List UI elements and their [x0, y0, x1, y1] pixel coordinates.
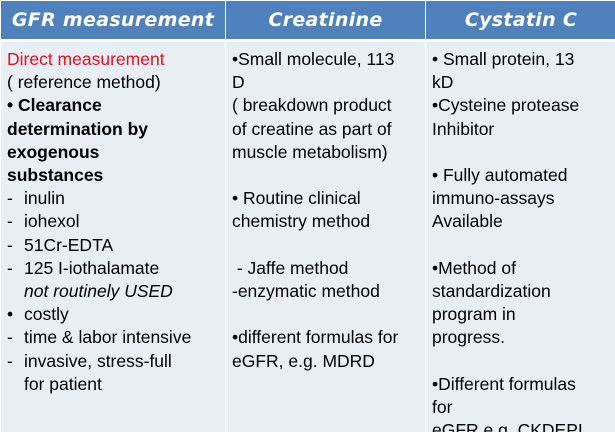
dash-glyph: -: [7, 327, 13, 348]
list-item-text: iohexol: [24, 211, 80, 232]
cystatin-line-8: •Method of: [432, 257, 516, 278]
list-item-for-patient: for patient: [7, 373, 221, 396]
reference-method-text: ( reference method): [7, 72, 161, 93]
creatinine-line-1: •Small molecule, 113: [232, 49, 395, 69]
cystatin-line-13: for: [432, 397, 453, 417]
clearance-heading-line-4: substances: [7, 165, 104, 186]
clearance-heading-text: Clearance: [18, 95, 102, 116]
list-item-iothalamate: -125 I-iothalamate: [7, 257, 221, 280]
bullet-glyph: •: [7, 95, 14, 116]
clearance-heading-line-1: • Clearance: [7, 94, 221, 117]
dash-glyph: •: [7, 304, 14, 325]
list-item-text: 51Cr-EDTA: [24, 234, 114, 255]
header-creatinine: Creatinine: [225, 0, 426, 42]
cystatin-line-1: • Small protein, 13: [432, 49, 575, 69]
clearance-heading-line-2: determination by: [7, 118, 148, 139]
cell-cystatin-c: • Small protein, 13 kD •Cysteine proteas…: [425, 39, 615, 432]
list-item-text: for patient: [24, 373, 102, 394]
spacer: [232, 164, 421, 187]
list-item-51cr-edta: -51Cr-EDTA: [7, 234, 221, 257]
dash-glyph: -: [7, 211, 13, 232]
cell-creatinine: •Small molecule, 113 D ( breakdown produ…: [225, 39, 426, 432]
cystatin-line-7: Available: [432, 211, 503, 232]
header-gfr-measurement: GFR measurement: [0, 0, 226, 42]
creatinine-line-7: chemistry method: [232, 211, 371, 232]
creatinine-line-8: - Jaffe method: [232, 257, 349, 278]
list-item-text: inulin: [24, 188, 65, 209]
dash-glyph: -: [7, 188, 13, 209]
header-row: GFR measurement Creatinine Cystatin C: [0, 0, 615, 42]
cystatin-line-6: immuno-assays: [432, 188, 555, 209]
cystatin-line-10: program in: [432, 304, 516, 325]
list-item-text: time & labor intensive: [24, 327, 192, 348]
list-item-text: costly: [24, 304, 69, 325]
cystatin-line-2: kD: [432, 72, 454, 93]
spacer: [232, 303, 421, 326]
creatinine-line-2: D: [232, 72, 245, 93]
cystatin-line-14: eGFR e.g. CKDEPI: [432, 420, 583, 432]
spacer: [432, 234, 612, 257]
cystatin-line-11: progress.: [432, 327, 505, 348]
cystatin-line-4: Inhibitor: [432, 118, 495, 139]
spacer: [432, 350, 612, 373]
creatinine-line-5: muscle metabolism): [232, 141, 388, 162]
creatinine-line-9: -enzymatic method: [232, 281, 380, 301]
dash-glyph: -: [7, 234, 13, 255]
cystatin-line-5: • Fully automated: [432, 165, 568, 185]
creatinine-line-4: of creatine as part of: [232, 118, 392, 139]
note-text: not routinely USED: [24, 281, 173, 302]
dash-glyph: -: [7, 257, 13, 278]
cystatin-line-12: •Different formulas: [432, 373, 576, 394]
list-item-inulin: - inulin: [7, 187, 221, 210]
cell-gfr-measurement: Direct measurement ( reference method) •…: [0, 39, 226, 432]
list-item-text: 125 I-iothalamate: [24, 257, 160, 278]
list-item-time-labor: - time & labor intensive: [7, 326, 221, 349]
direct-measurement-label: Direct measurement: [7, 49, 165, 69]
creatinine-line-11: eGFR, e.g. MDRD: [232, 350, 375, 371]
content-row: Direct measurement ( reference method) •…: [0, 39, 615, 432]
clearance-heading-line-3: exogenous: [7, 141, 100, 162]
cystatin-line-9: standardization: [432, 281, 551, 301]
dash-glyph: -: [7, 350, 13, 371]
creatinine-line-10: •different formulas for: [232, 327, 399, 348]
header-cystatin-c: Cystatin C: [425, 0, 615, 42]
list-item-invasive: - invasive, stress-full: [7, 350, 221, 373]
spacer: [432, 141, 612, 164]
list-item-text: invasive, stress-full: [24, 350, 172, 371]
not-routinely-used-note: not routinely USED: [7, 280, 221, 303]
spacer: [232, 234, 421, 257]
list-item-costly: • costly: [7, 303, 221, 326]
creatinine-line-3: ( breakdown product: [232, 95, 392, 116]
cystatin-line-3: •Cysteine protease: [432, 95, 580, 116]
list-item-iohexol: - iohexol: [7, 210, 221, 233]
creatinine-line-6: • Routine clinical: [232, 188, 361, 209]
